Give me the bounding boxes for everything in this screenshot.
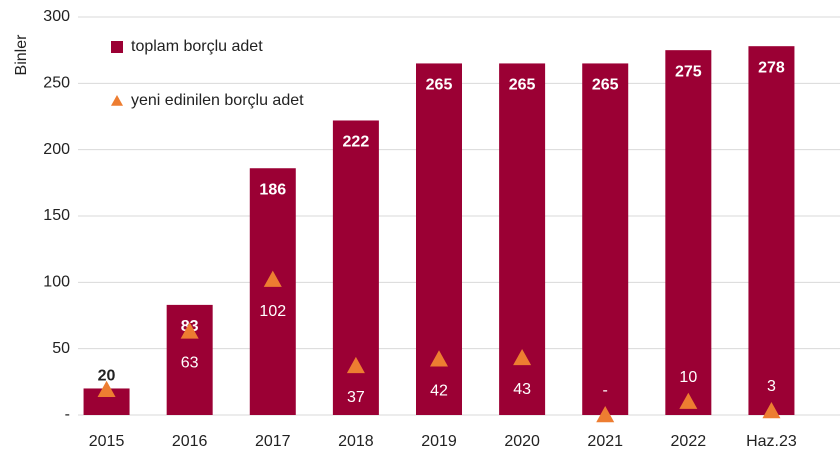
x-tick-label: 2020 [504,433,540,450]
marker [513,348,532,366]
y-axis-label: Binler [13,34,30,76]
bar-value-label: 265 [509,77,536,94]
x-tick-label: 2021 [587,433,623,450]
y-tick-label: 300 [43,8,70,25]
marker-value-label: 43 [513,381,531,398]
x-tick-label: Haz.23 [746,433,797,450]
bar [249,168,296,415]
x-tick-label: 2017 [255,433,291,450]
marker [430,350,448,367]
marker-value-label: 63 [181,355,199,372]
x-tick-label: 2019 [421,433,457,450]
marker [180,322,199,339]
y-tick-label: 100 [43,274,70,291]
marker [346,356,365,374]
marker-value-label: 42 [430,382,448,399]
y-tick-label: 200 [43,141,70,158]
y-tick-label: 50 [52,340,70,357]
marker [97,380,116,397]
bar-value-label: 222 [343,134,370,151]
bar [582,63,629,415]
x-tick-label: 2016 [172,433,208,450]
bar-value-label: 20 [98,368,116,385]
bar [748,46,795,415]
y-tick-label: - [65,406,70,423]
marker [263,270,282,287]
legend-swatch [111,95,123,106]
bar-value-label: 265 [426,77,453,94]
x-tick-label: 2022 [671,433,707,450]
marker [596,406,615,423]
marker-value-label: 102 [259,303,286,320]
bar-value-label: 186 [259,181,286,198]
y-tick-label: 250 [43,75,70,92]
x-tick-label: 2018 [338,433,374,450]
legend-label: yeni edinilen borçlu adet [131,92,304,109]
marker [762,402,781,419]
marker [679,392,698,409]
y-tick-label: 150 [43,207,70,224]
legend-label: toplam borçlu adet [131,38,263,55]
bar-value-label: 278 [758,59,785,76]
bar [665,50,712,416]
bar-value-label: 265 [592,77,619,94]
marker-value-label: - [603,382,608,399]
bar-value-label: 275 [675,63,702,80]
marker-value-label: 3 [767,378,776,395]
marker-value-label: 37 [347,389,365,406]
x-tick-label: 2015 [89,433,125,450]
legend-swatch [111,41,123,53]
marker-value-label: 10 [679,369,697,386]
